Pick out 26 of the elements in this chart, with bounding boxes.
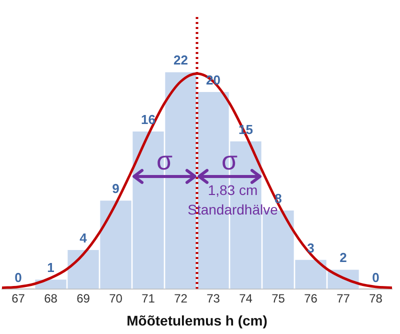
- data-label: 1: [47, 260, 54, 276]
- x-tick-label: 69: [76, 291, 90, 306]
- x-tick-label: 74: [239, 291, 253, 306]
- annotation: σ: [156, 146, 173, 176]
- x-tick-label: 73: [206, 291, 220, 306]
- data-label: 9: [112, 181, 120, 196]
- data-label: 3: [307, 240, 314, 256]
- x-axis-title: Mõõtetulemus h (cm): [126, 312, 268, 328]
- x-tick-label: 77: [336, 291, 350, 306]
- data-label: 0: [372, 270, 380, 285]
- x-tick-label: 68: [44, 291, 58, 306]
- x-tick-label: 76: [304, 291, 318, 306]
- x-tick-label: 67: [12, 291, 26, 306]
- data-label: 22: [174, 52, 188, 68]
- annotation: Standardhälve: [188, 202, 278, 218]
- data-label: 0: [14, 270, 22, 285]
- x-tick-label: 72: [174, 291, 188, 306]
- x-tick-label: 75: [272, 291, 286, 306]
- data-label: 16: [141, 112, 156, 127]
- annotation: σ: [221, 146, 238, 176]
- x-tick-label: 78: [369, 291, 383, 306]
- x-tick-label: 70: [109, 291, 123, 306]
- x-tick-label: 71: [142, 291, 156, 306]
- annotation: 1,83 cm: [208, 182, 258, 198]
- data-label: 2: [340, 250, 347, 266]
- data-label: 4: [80, 230, 88, 246]
